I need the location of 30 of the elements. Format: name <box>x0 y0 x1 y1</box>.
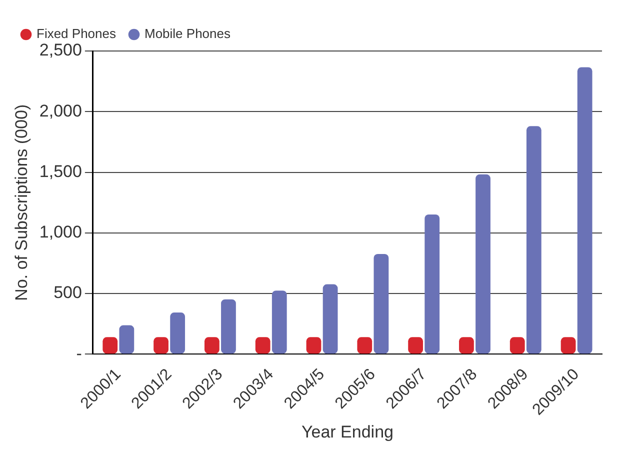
bar <box>424 214 440 354</box>
bar <box>154 337 168 354</box>
bar <box>510 337 525 354</box>
y-tick-label: 1,500 <box>39 162 82 181</box>
bar <box>102 337 118 354</box>
y-tick-label: 2,500 <box>39 40 82 60</box>
y-axis-title: No. of Subscriptions (000) <box>12 104 31 301</box>
bar <box>374 254 389 354</box>
y-tick-label: - <box>76 344 82 363</box>
legend-label: Fixed Phones <box>36 26 116 42</box>
y-tick-label: 2,000 <box>39 101 82 120</box>
y-tick-label: 500 <box>54 283 82 302</box>
bar <box>272 290 287 354</box>
y-tick-label: 1,000 <box>39 222 82 242</box>
bar <box>221 299 236 354</box>
bar <box>170 312 186 354</box>
bar <box>357 337 372 354</box>
bar <box>119 325 134 354</box>
bar <box>306 337 322 354</box>
bar <box>560 337 576 354</box>
bar <box>476 174 490 354</box>
bar <box>255 337 270 354</box>
bar <box>459 337 474 354</box>
bar <box>577 67 592 354</box>
legend-label: Mobile Phones <box>144 26 231 42</box>
bar <box>322 284 338 354</box>
bar <box>204 337 220 354</box>
bar <box>526 126 542 354</box>
bar <box>408 337 424 354</box>
x-axis-title: Year Ending <box>301 422 394 442</box>
